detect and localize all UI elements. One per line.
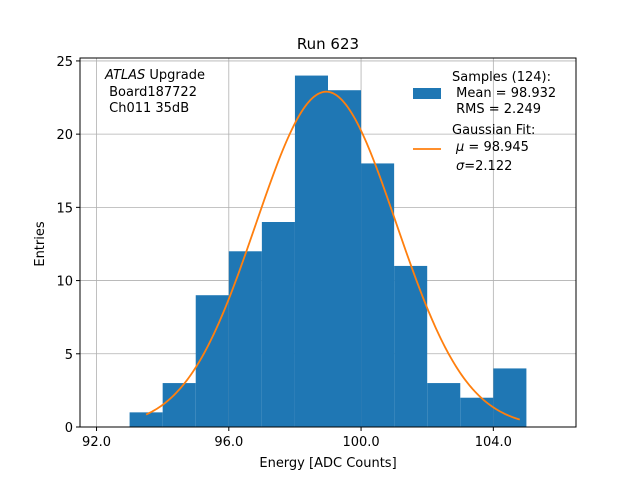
legend-mu-value: = 98.945 — [464, 140, 529, 155]
annotation-upgrade: Upgrade — [145, 68, 205, 83]
x-tick-label: 96.0 — [214, 435, 243, 450]
legend: Samples (124): Mean = 98.932 RMS = 2.249… — [413, 70, 556, 174]
annotation-line-1: ATLAS Upgrade — [104, 68, 205, 83]
annotation-atlas: ATLAS — [104, 68, 145, 83]
legend-fit-mu: μ = 98.945 — [455, 140, 529, 155]
y-tick-label: 10 — [56, 275, 73, 290]
axis-ticks: 92.0 96.0 100.0 104.0 0 5 10 15 20 25 — [56, 55, 511, 450]
gaussian-fit-curve — [145, 90, 521, 421]
legend-histogram-swatch — [413, 88, 441, 99]
histogram-bar — [294, 75, 328, 428]
y-tick-label: 25 — [56, 55, 73, 70]
y-tick-label: 5 — [65, 348, 73, 363]
chart-title: Run 623 — [297, 35, 359, 53]
legend-fit-sigma: σ=2.122 — [456, 159, 512, 174]
histogram-bar — [460, 397, 494, 427]
histogram-bar — [427, 383, 461, 427]
annotation-board: Board187722 — [105, 85, 197, 100]
histogram-bars — [129, 75, 527, 428]
annotation-channel: Ch011 35dB — [105, 101, 189, 116]
legend-sigma-symbol: σ — [456, 159, 465, 174]
y-tick-label: 0 — [65, 421, 73, 436]
legend-sigma-value: =2.122 — [464, 159, 512, 174]
histogram-bar — [394, 265, 428, 427]
atlas-annotation: ATLAS Upgrade Board187722 Ch011 35dB — [104, 68, 205, 116]
histogram-bar — [261, 222, 295, 427]
legend-rms-label: RMS = 2.249 — [452, 102, 541, 117]
y-tick-label: 15 — [56, 201, 73, 216]
histogram-bar — [195, 295, 229, 427]
x-tick-label: 92.0 — [82, 435, 111, 450]
y-tick-label: 20 — [56, 128, 73, 143]
x-tick-label: 100.0 — [342, 435, 379, 450]
legend-mu-symbol: μ — [455, 140, 464, 155]
histogram-bar — [361, 163, 395, 427]
x-axis-label: Energy [ADC Counts] — [259, 456, 396, 471]
y-axis-label: Entries — [33, 221, 48, 267]
histogram-bar — [228, 251, 262, 427]
histogram-bar — [129, 412, 163, 427]
legend-fit-title: Gaussian Fit: — [452, 123, 535, 138]
x-tick-label: 104.0 — [475, 435, 512, 450]
histogram-bar — [493, 368, 527, 427]
legend-samples-label: Samples (124): — [452, 70, 551, 85]
plot-frame — [79, 57, 577, 428]
histogram-bar — [328, 90, 362, 427]
legend-mean-label: Mean = 98.932 — [452, 86, 556, 101]
